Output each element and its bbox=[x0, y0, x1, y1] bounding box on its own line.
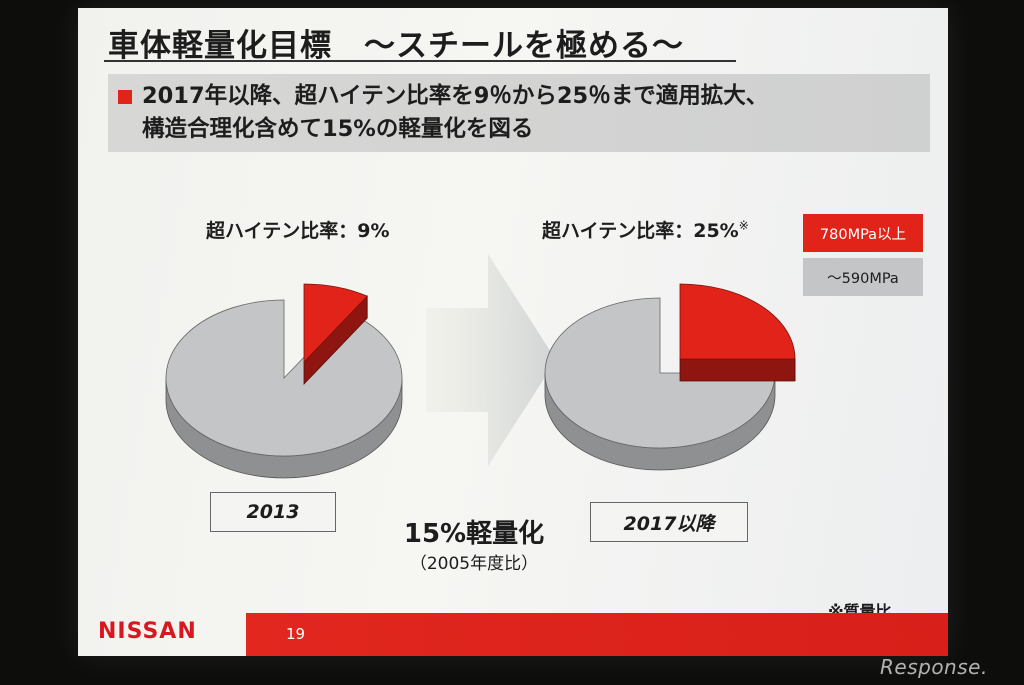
reduction-main: 15%軽量化 bbox=[403, 519, 545, 549]
year-box-2013: 2013 bbox=[210, 492, 336, 532]
slide: 車体軽量化目標 ～スチールを極める～ 2017年以降、超ハイテン比率を9％から2… bbox=[78, 8, 948, 656]
slide-title: 車体軽量化目標 ～スチールを極める～ bbox=[108, 28, 684, 64]
pie-layer bbox=[165, 283, 796, 479]
bullet-line-2: 構造合理化含めて15%の軽量化を図る bbox=[142, 116, 534, 142]
nissan-logo: NISSAN bbox=[98, 619, 197, 644]
reduction-sub: （2005年度比） bbox=[409, 554, 539, 574]
transition-arrow bbox=[426, 254, 556, 466]
legend-other-steel: ～590MPa bbox=[803, 258, 923, 296]
year-box-2017: 2017以降 bbox=[590, 502, 748, 542]
pie-2017-title-text: 超ハイテン比率：25% bbox=[542, 220, 739, 242]
bullet-line-1: 2017年以降、超ハイテン比率を9％から25％まで適用拡大、 bbox=[142, 83, 769, 109]
bullet-text: 2017年以降、超ハイテン比率を9％から25％まで適用拡大、 構造合理化含めて1… bbox=[142, 80, 768, 146]
bullet-square-icon bbox=[118, 90, 132, 104]
response-watermark: Response. bbox=[880, 655, 988, 679]
pie-2013-title-text: 超ハイテン比率：9% bbox=[206, 220, 390, 242]
legend-high-tensile-label: 780MPa以上 bbox=[819, 226, 907, 243]
pie-2013-slice-high-tensile bbox=[303, 283, 368, 363]
title-underline bbox=[104, 60, 736, 62]
legend-other-steel-label: ～590MPa bbox=[827, 270, 899, 287]
charts-svg bbox=[165, 254, 796, 479]
pie-2013-title: 超ハイテン比率：9% bbox=[206, 216, 390, 243]
footer-bar bbox=[246, 613, 948, 656]
pie-2013-slice-other-steel bbox=[165, 299, 403, 457]
pie-2017-slice-high-tensile bbox=[679, 283, 796, 360]
pie-2017-title: 超ハイテン比率：25%※ bbox=[542, 216, 749, 243]
page-number: 19 bbox=[286, 625, 306, 643]
bullet-box: 2017年以降、超ハイテン比率を9％から25％まで適用拡大、 構造合理化含めて1… bbox=[108, 74, 930, 152]
pie-2017-red-cut-face bbox=[679, 358, 796, 382]
pie-2017-slice-other-steel bbox=[544, 297, 776, 449]
year-2013-label: 2013 bbox=[246, 501, 300, 523]
legend-high-tensile: 780MPa以上 bbox=[803, 214, 923, 252]
year-2017-label: 2017以降 bbox=[623, 512, 715, 535]
pie-2017-title-note: ※ bbox=[738, 218, 749, 233]
